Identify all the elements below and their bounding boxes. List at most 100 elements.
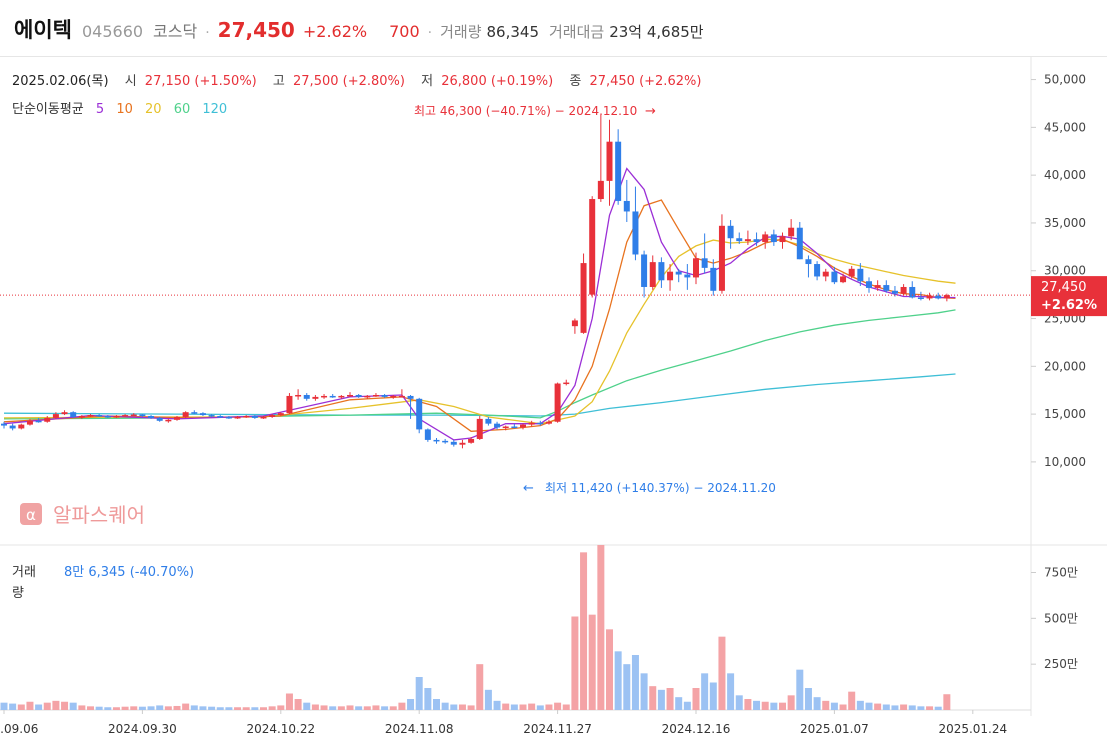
volume-bar [147,706,155,710]
candle-body [744,239,751,242]
candle-body [44,417,51,422]
ma120-line [3,373,956,417]
candle-body [857,268,864,282]
candle-body [589,199,596,295]
stock-name: 에이텍 [14,18,72,42]
candle-body [649,262,656,287]
candle-body [104,416,111,418]
candle-body [554,383,561,422]
volume-label: 거래량 [440,23,482,41]
watermark: α 알파스퀘어 [20,503,145,527]
candle-body [667,271,674,281]
volume-bar [346,705,354,710]
candle-body [701,258,708,268]
candlestick-chart[interactable]: 50,00045,00040,00035,00030,00025,00020,0… [0,56,1107,746]
volume-bar [242,707,250,710]
volume-bar [104,707,112,710]
candle-body [623,200,630,212]
candle-body [321,395,328,398]
volume-bar [78,705,86,710]
candle-body [511,426,518,429]
candle-body [416,398,423,430]
y-tick-label: 45,000 [1044,120,1086,134]
candle-body [35,420,42,423]
candles-group [1,114,950,449]
candle-body [243,416,250,418]
price-tag-percent: +2.62% [1041,298,1097,313]
volume-bar [856,700,864,710]
close-value: 27,450 (+2.62%) [589,74,701,89]
open-label: 시 [125,74,137,89]
candle-body [814,264,821,277]
volume-bar [502,703,510,710]
volume-bar [190,705,198,710]
volume-bar [484,689,492,710]
volume-bar [683,701,691,710]
candle-body [433,439,440,442]
volume-value: 86,345 [486,23,540,41]
x-tick-label: 2025.01.24 [938,722,1007,736]
volume-panel-label: 거래 [12,565,36,580]
high-value: 27,500 (+2.80%) [293,74,405,89]
candle-body [372,394,379,397]
volume-bar [260,707,267,710]
candle-body [139,414,146,417]
volume-bar [320,705,328,710]
candle-body [113,416,120,418]
volume-bar [545,704,553,710]
candle-body [710,267,717,291]
volume-bar [779,702,786,710]
change-amount: 700 [389,22,420,41]
candle-body [753,239,760,243]
volume-bar [95,706,103,710]
watermark-text: 알파스퀘어 [53,503,145,527]
candle-body [122,415,129,417]
volume-bar [398,702,406,710]
candle-body [199,413,206,416]
volume-bar [199,706,207,710]
volume-bar [87,706,94,710]
volume-bar [908,705,916,710]
volume-bar [848,691,856,710]
candle-body [615,141,622,201]
volume-bar [69,702,77,710]
volume-bar [926,706,934,710]
volume-bar [277,705,285,710]
volume-bar [839,704,847,710]
volume-bar [35,704,43,710]
volume-bar [718,636,726,710]
current-price: 27,450 [217,18,295,42]
candle-body [641,254,648,287]
candle-body [338,395,345,398]
y-tick-label: 35,000 [1044,216,1086,230]
moving-average-lines [3,167,956,441]
volume-bar [519,704,527,710]
volume-bar [372,705,380,710]
candle-body [1,423,7,426]
candle-body [381,394,388,397]
volume-bar [536,705,544,710]
stock-header-row: 에이텍 045660 코스닥 · 27,450 +2.62% 700 · 거래량… [14,14,704,44]
ma-legend-label: 단순이동평균 [12,102,84,117]
candle-body [494,423,501,428]
candle-body [130,414,137,417]
candle-body [528,422,535,425]
volume-bar [580,552,588,710]
volume-bar [640,673,648,710]
watermark-logo-icon [20,503,42,525]
open-value: 27,150 (+1.50%) [145,74,257,89]
y-tick-label: 20,000 [1044,359,1086,373]
volume-bar [389,706,397,710]
volume-bar [208,706,216,710]
volume-panel-label-2: 량 [12,586,24,601]
volume-bar [424,688,432,710]
candle-body [295,394,302,397]
separator-dot: · [427,25,433,41]
volume-bar [830,702,838,710]
candle-body [234,416,241,419]
candle-body [909,286,916,298]
volume-bar [882,704,890,710]
volume-bar [891,705,899,710]
candle-body [926,295,933,299]
volume-bar [138,706,146,710]
